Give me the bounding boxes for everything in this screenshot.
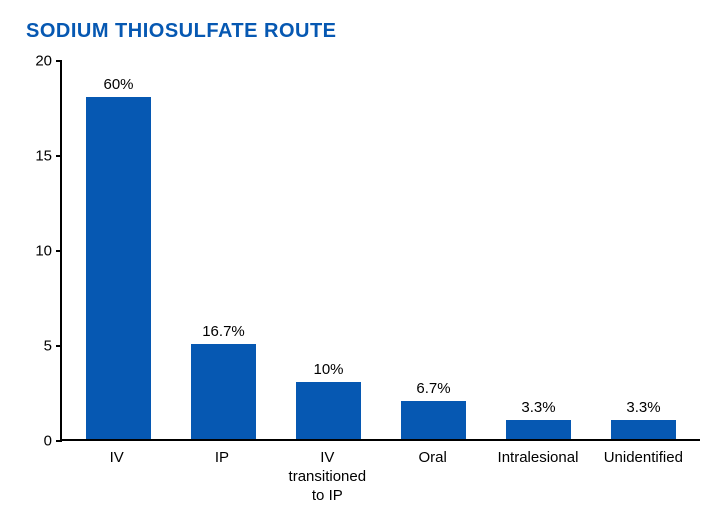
y-tick-mark [56,250,62,252]
bar [191,344,256,439]
x-tick-label: IP [169,441,274,505]
y-tick-label: 10 [35,243,52,260]
y-tick-mark [56,60,62,62]
bar-value-label: 60% [103,76,133,93]
bar-slot: 3.3% [591,61,696,439]
bar-value-label: 3.3% [626,399,660,416]
x-tick-label: IVtransitionedto IP [275,441,380,505]
bar-value-label: 6.7% [416,380,450,397]
x-tick-label: IV [64,441,169,505]
x-tick-label: Oral [380,441,485,505]
y-tick-label: 15 [35,148,52,165]
x-tick-label: Intralesional [485,441,590,505]
x-axis-labels: IVIPIVtransitionedto IPOralIntralesional… [60,441,700,505]
bar [506,420,571,439]
y-tick-label: 0 [44,433,52,450]
bar-slot: 16.7% [171,61,276,439]
bar-slot: 3.3% [486,61,591,439]
bar [401,401,466,439]
y-axis-labels: 05101520 [20,61,60,441]
plot-area: 05101520 60%16.7%10%6.7%3.3%3.3% IVIPIVt… [20,61,709,505]
bars-row: 60% 16.7% 10% 6.7% 3.3% 3.3% [62,61,700,439]
bar [86,97,151,439]
plot-column: 60% 16.7% 10% 6.7% 3.3% 3.3% IVIPIVtransition… [60,61,700,505]
y-tick-mark [56,440,62,442]
bar-value-label: 16.7% [202,323,245,340]
y-tick-mark [56,345,62,347]
chart-container: SODIUM THIOSULFATE ROUTE 0 5 10 15 20 60% 16.… [0,0,719,524]
bar [296,382,361,439]
y-tick-label: 5 [44,338,52,355]
bar-value-label: 3.3% [521,399,555,416]
bar-slot: 6.7% [381,61,486,439]
bar-slot: 60% [66,61,171,439]
y-tick-mark [56,155,62,157]
bar [611,420,676,439]
bar-slot: 10% [276,61,381,439]
x-tick-label: Unidentified [591,441,696,505]
plot-box: 60% 16.7% 10% 6.7% 3.3% 3.3% [60,61,700,441]
chart-title: SODIUM THIOSULFATE ROUTE [26,20,709,43]
bar-value-label: 10% [313,361,343,378]
y-tick-label: 20 [35,53,52,70]
